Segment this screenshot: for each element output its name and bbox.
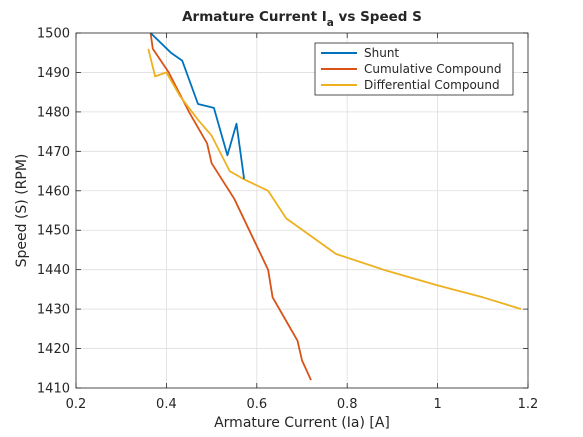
legend-label-differential-compound: Differential Compound xyxy=(364,78,500,92)
x-tick-label: 0.4 xyxy=(156,397,177,412)
y-tick-label: 1460 xyxy=(37,184,70,199)
x-tick-label: 0.8 xyxy=(337,397,358,412)
y-tick-label: 1490 xyxy=(37,66,70,81)
series-line-cumulative-compound xyxy=(149,32,312,381)
y-tick-label: 1450 xyxy=(37,224,70,239)
x-tick-label: 0.2 xyxy=(66,397,87,412)
y-tick-label: 1430 xyxy=(37,303,70,318)
y-tick-label: 1410 xyxy=(37,382,70,397)
axis-ticks: 0.2 0.4 0.6 0.8 1 1.2 1410 1420 1430 1440 1450 1460… xyxy=(37,27,538,413)
axes-box xyxy=(75,32,529,389)
y-tick-label: 1470 xyxy=(37,145,70,160)
y-tick-label: 1500 xyxy=(37,27,70,42)
y-axis-label: Speed (S) (RPM) xyxy=(14,154,30,268)
legend: Shunt Cumulative Compound Differential C… xyxy=(314,42,514,96)
y-tick-label: 1420 xyxy=(37,342,70,357)
chart-title-suffix: vs Speed S xyxy=(334,9,422,25)
legend-label-shunt: Shunt xyxy=(364,46,399,60)
x-axis-label: Armature Current (Ia) [A] xyxy=(214,415,390,431)
series-lines xyxy=(147,32,522,381)
legend-label-cumulative-compound: Cumulative Compound xyxy=(364,62,502,76)
chart-title: Armature Current Ia vs Speed S xyxy=(182,9,422,29)
series-line-shunt xyxy=(149,32,245,180)
chart-title-subscript: a xyxy=(327,17,334,29)
chart-title-main: Armature Current I xyxy=(182,9,327,25)
x-tick-label: 0.6 xyxy=(246,397,267,412)
x-tick-label: 1 xyxy=(433,397,441,412)
y-tick-label: 1440 xyxy=(37,263,70,278)
y-tick-label: 1480 xyxy=(37,105,70,120)
x-tick-label: 1.2 xyxy=(518,397,539,412)
